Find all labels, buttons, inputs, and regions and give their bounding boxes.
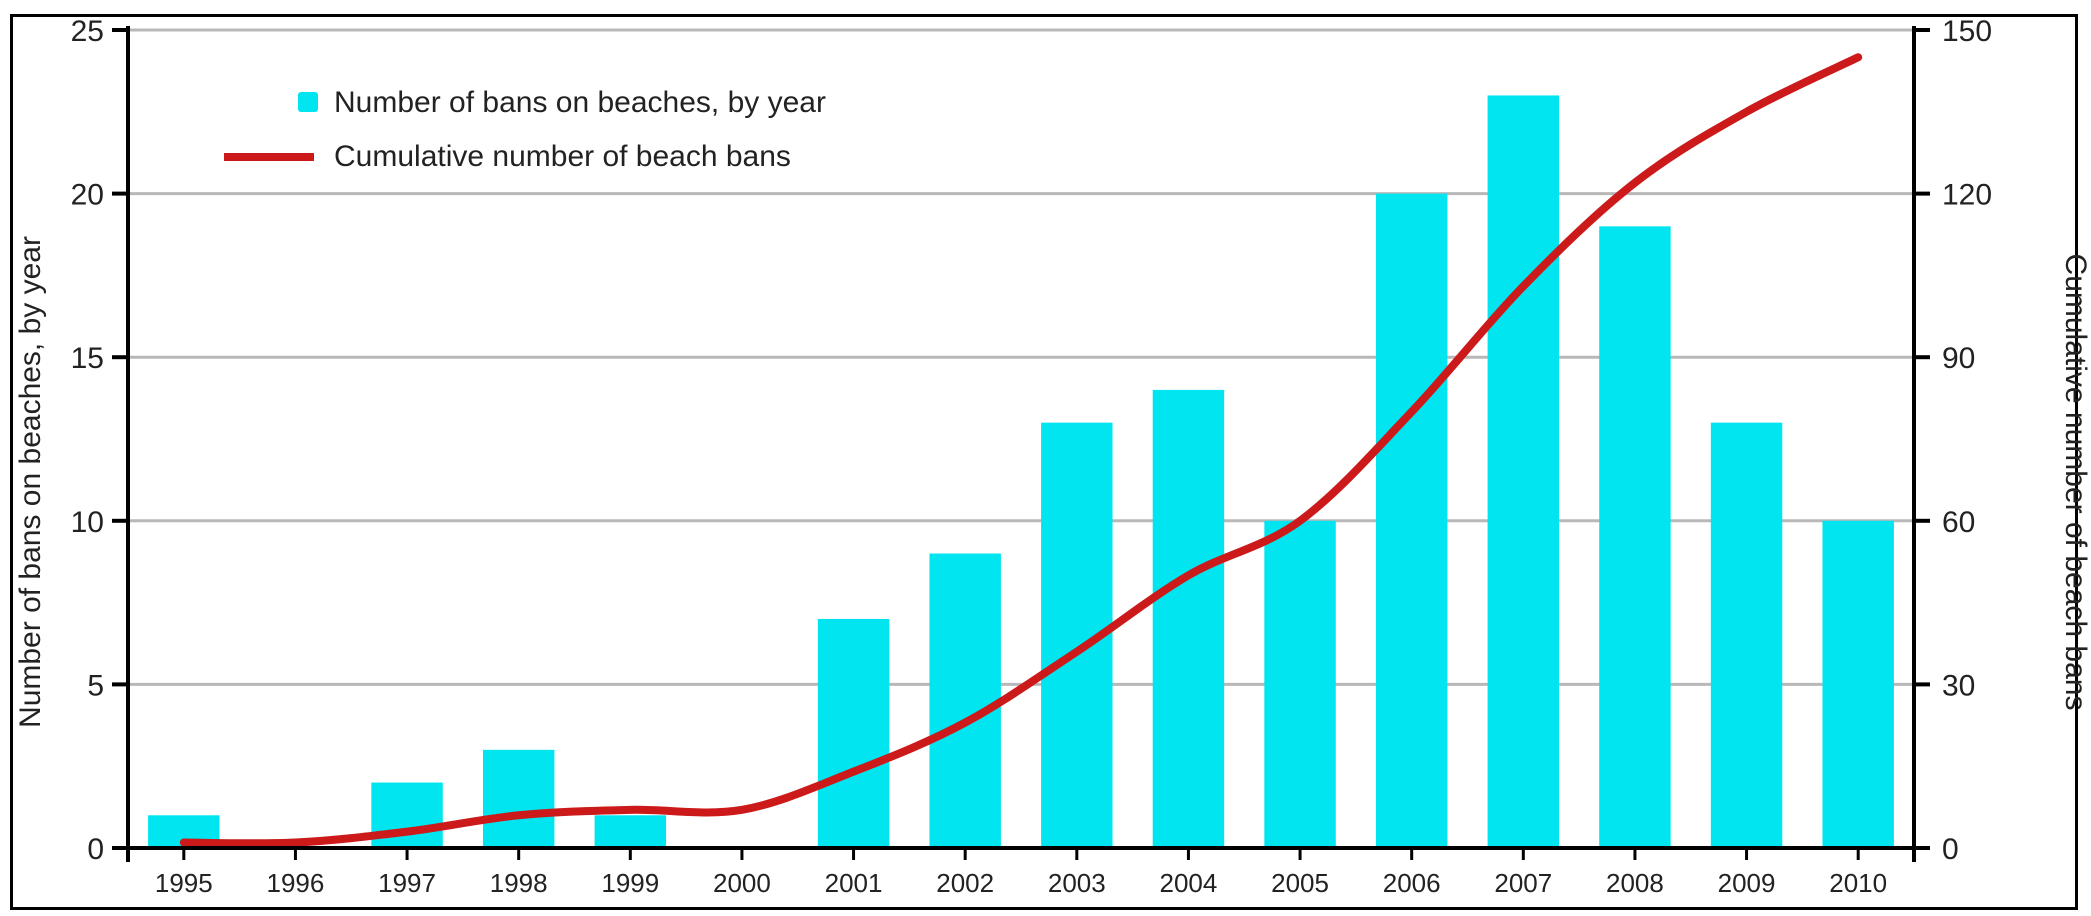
x-tick-label: 2008 [1606, 868, 1664, 898]
y2-tick-label: 90 [1942, 342, 1975, 375]
bar-2007 [1487, 95, 1560, 848]
bar-2009 [1710, 422, 1783, 848]
bar-2001 [817, 618, 890, 848]
bar-1999 [594, 815, 667, 848]
x-tick-label: 2003 [1048, 868, 1106, 898]
y2-tick-label: 0 [1942, 833, 1959, 866]
x-tick-label: 2004 [1160, 868, 1218, 898]
x-tick-label: 1999 [601, 868, 659, 898]
y-tick-label: 20 [71, 179, 104, 212]
x-tick-label: 1998 [490, 868, 548, 898]
y-tick-label: 10 [71, 506, 104, 539]
y-axis-label: Number of bans on beaches, by year [14, 236, 47, 728]
bar-1998 [482, 749, 555, 848]
chart-frame [10, 14, 2078, 910]
y-tick-label: 0 [87, 833, 104, 866]
bar-series [148, 95, 1894, 849]
y2-tick-label: 30 [1942, 669, 1975, 702]
x-tick-label: 1995 [155, 868, 213, 898]
x-tick-label: 2006 [1383, 868, 1441, 898]
bar-2005 [1264, 520, 1336, 848]
bar-2002 [929, 553, 1001, 848]
bar-2010 [1822, 520, 1894, 848]
bar-2008 [1599, 226, 1671, 848]
bar-2006 [1375, 193, 1448, 849]
bar-2004 [1152, 389, 1225, 848]
cumulative-line [179, 53, 1863, 848]
legend-bar-label: Number of bans on beaches, by year [334, 86, 826, 119]
axes: 0 5 10 15 20 25 0 30 60 90 120 150 1995 1996 1997 1998 1… [71, 15, 1992, 898]
x-tick-label: 2009 [1718, 868, 1776, 898]
y-tick-label: 5 [87, 669, 104, 702]
y2-axis-label: Cumulative number of beach bans [2059, 254, 2091, 711]
y2-tick-label: 150 [1942, 15, 1992, 48]
line-series [179, 53, 1863, 848]
y2-tick-label: 60 [1942, 506, 1975, 539]
legend: Number of bans on beaches, by year Cumula… [224, 86, 826, 173]
x-tick-label: 2002 [936, 868, 994, 898]
legend-line-label: Cumulative number of beach bans [334, 140, 791, 173]
x-tick-label: 1996 [267, 868, 325, 898]
x-tick-label: 1997 [378, 868, 436, 898]
x-tick-label: 2007 [1494, 868, 1552, 898]
y2-tick-label: 120 [1942, 179, 1992, 212]
legend-bar-swatch [298, 92, 318, 112]
x-tick-label: 2000 [713, 868, 771, 898]
x-tick-label: 2001 [825, 868, 883, 898]
y-tick-label: 25 [71, 15, 104, 48]
x-tick-label: 2005 [1271, 868, 1329, 898]
y-tick-label: 15 [71, 342, 104, 375]
x-tick-label: 2010 [1829, 868, 1887, 898]
